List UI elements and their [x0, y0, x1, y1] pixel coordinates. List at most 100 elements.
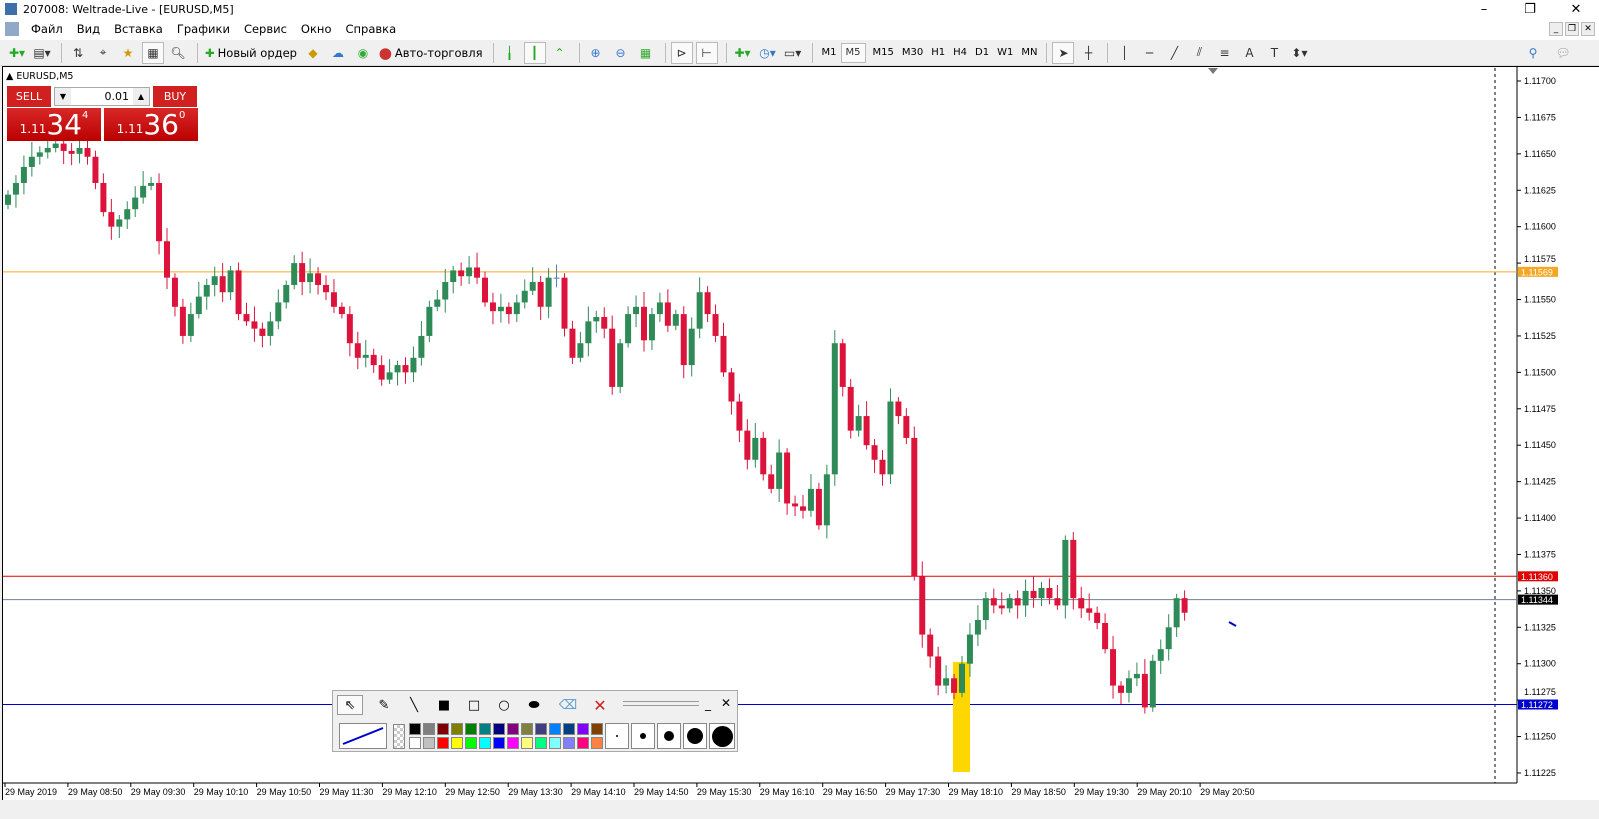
color-swatch[interactable]	[549, 723, 561, 735]
ellipse-tool-icon[interactable]: ○	[498, 697, 510, 713]
transparent-color-swatch[interactable]	[393, 724, 405, 749]
timeframe-m5[interactable]: M5	[840, 42, 866, 63]
tile-windows-icon[interactable]: ▦	[639, 45, 652, 60]
size-4-button[interactable]	[683, 723, 707, 749]
color-swatch[interactable]	[479, 723, 491, 735]
menu-file[interactable]: Файл	[31, 22, 63, 36]
color-swatch[interactable]	[577, 723, 589, 735]
timeframe-m1[interactable]: M1	[821, 47, 837, 58]
color-swatch[interactable]	[507, 723, 519, 735]
templates-icon[interactable]: ▭▾	[783, 45, 802, 60]
auto-scroll-icon[interactable]: ⊳	[670, 41, 693, 64]
equidistant-channel-icon[interactable]: ⫽	[1196, 45, 1203, 59]
chat-icon[interactable]: 💬︎	[1555, 45, 1571, 60]
color-swatch[interactable]	[535, 737, 547, 749]
lot-increase-button[interactable]: ▲	[133, 88, 149, 105]
minimize-button[interactable]: –	[1480, 1, 1488, 17]
bar-chart-icon[interactable]: ╽	[505, 45, 514, 60]
size-2-button[interactable]	[631, 723, 655, 749]
menu-help[interactable]: Справка	[345, 22, 397, 36]
chart-area[interactable]	[2, 66, 1599, 800]
color-swatch[interactable]	[493, 737, 505, 749]
market-watch-icon[interactable]: ⇅	[72, 45, 84, 60]
toolbar-minimize-button[interactable]: _	[705, 697, 711, 711]
color-swatch[interactable]	[549, 737, 561, 749]
color-swatch[interactable]	[521, 723, 533, 735]
color-swatch[interactable]	[409, 737, 421, 749]
color-swatch[interactable]	[535, 723, 547, 735]
line-chart-icon[interactable]: ⌃	[554, 45, 565, 60]
menu-insert[interactable]: Вставка	[114, 22, 163, 36]
menu-view[interactable]: Вид	[76, 22, 101, 36]
pen-tool-icon[interactable]: ✎	[378, 697, 390, 713]
strategy-tester-icon[interactable]: 🔍︎	[170, 45, 186, 60]
color-swatch[interactable]	[507, 737, 519, 749]
data-window-icon[interactable]: ⌖	[99, 45, 107, 59]
filled-ellipse-tool-icon[interactable]: ⬬	[528, 697, 540, 713]
timeframe-m30[interactable]: M30	[901, 47, 924, 58]
text-label-icon[interactable]: T	[1270, 45, 1279, 60]
vertical-line-icon[interactable]: │	[1120, 45, 1129, 60]
restore-button[interactable]: ❐	[1524, 1, 1536, 17]
mdi-restore-button[interactable]: ❐	[1565, 22, 1579, 36]
fibonacci-icon[interactable]: ≡	[1219, 45, 1230, 60]
color-swatch[interactable]	[465, 723, 477, 735]
menu-charts[interactable]: Графики	[176, 22, 230, 36]
color-swatch[interactable]	[437, 737, 449, 749]
timeframe-m15[interactable]: M15	[872, 47, 894, 58]
color-swatch[interactable]	[465, 737, 477, 749]
arrows-icon[interactable]: ⬍▾	[1291, 45, 1308, 60]
crosshair-icon[interactable]: ┼	[1084, 45, 1093, 60]
lot-size-field[interactable]: ▼ 0.01 ▲	[54, 87, 150, 106]
menu-tools[interactable]: Сервис	[243, 22, 287, 36]
timeframe-h4[interactable]: H4	[953, 47, 968, 58]
trendline-icon[interactable]: ╱	[1170, 45, 1179, 60]
ask-price[interactable]: 1.11 36 0	[104, 108, 198, 141]
auto-trading-button[interactable]: ⬤ Авто-торговля	[378, 45, 483, 60]
timeframe-d1[interactable]: D1	[975, 47, 990, 58]
candlestick-chart-icon[interactable]: ┃	[523, 41, 546, 64]
color-swatch[interactable]	[493, 723, 505, 735]
delete-all-icon[interactable]: ✕	[593, 695, 607, 715]
color-swatch[interactable]	[479, 737, 491, 749]
size-3-button[interactable]	[657, 723, 681, 749]
eraser-icon[interactable]: ⌫	[558, 697, 578, 713]
mdi-close-button[interactable]: ✕	[1581, 22, 1595, 36]
color-swatch[interactable]	[409, 723, 421, 735]
profiles-icon[interactable]: ▤▾	[33, 45, 51, 60]
cursor-icon[interactable]: ➤	[1052, 41, 1075, 64]
horizontal-line-icon[interactable]: ─	[1145, 45, 1154, 60]
chart-shift-icon[interactable]: ⊢	[695, 41, 718, 64]
search-icon[interactable]: ⚲	[1528, 45, 1538, 60]
indicators-icon[interactable]: ✚▾	[734, 45, 751, 60]
text-icon[interactable]: A	[1245, 45, 1254, 60]
color-swatch[interactable]	[423, 723, 435, 735]
navigator-icon[interactable]: ★	[122, 45, 134, 60]
filled-rectangle-tool-icon[interactable]: ■	[437, 697, 451, 713]
color-swatch[interactable]	[577, 737, 589, 749]
color-swatch[interactable]	[563, 723, 575, 735]
color-swatch[interactable]	[591, 737, 603, 749]
timeframe-mn[interactable]: MN	[1021, 47, 1038, 58]
bid-price[interactable]: 1.11 34 4	[7, 108, 101, 141]
buy-button[interactable]: BUY	[153, 86, 197, 107]
timeframe-w1[interactable]: W1	[997, 47, 1014, 58]
new-order-button[interactable]: ✚ Новый ордер	[205, 45, 297, 60]
line-tool-icon[interactable]: ╲	[410, 697, 418, 713]
zoom-in-icon[interactable]: ⊕	[590, 45, 601, 60]
periods-icon[interactable]: ◷▾	[759, 45, 776, 60]
color-swatch[interactable]	[437, 723, 449, 735]
rectangle-tool-icon[interactable]: □	[467, 697, 481, 713]
color-swatch[interactable]	[451, 723, 463, 735]
mdi-minimize-button[interactable]: _	[1549, 22, 1563, 36]
timeframe-h1[interactable]: H1	[931, 47, 946, 58]
terminal-icon[interactable]: ▦	[142, 41, 164, 64]
vps-icon[interactable]: ☁	[331, 45, 344, 60]
color-swatch[interactable]	[521, 737, 533, 749]
lot-size-value[interactable]: 0.01	[104, 90, 130, 103]
size-5-button[interactable]	[709, 723, 735, 749]
select-tool-icon[interactable]: ⇖	[337, 695, 363, 715]
toolbar-close-button[interactable]: ✕	[721, 696, 732, 710]
color-swatch[interactable]	[591, 723, 603, 735]
color-swatch[interactable]	[563, 737, 575, 749]
